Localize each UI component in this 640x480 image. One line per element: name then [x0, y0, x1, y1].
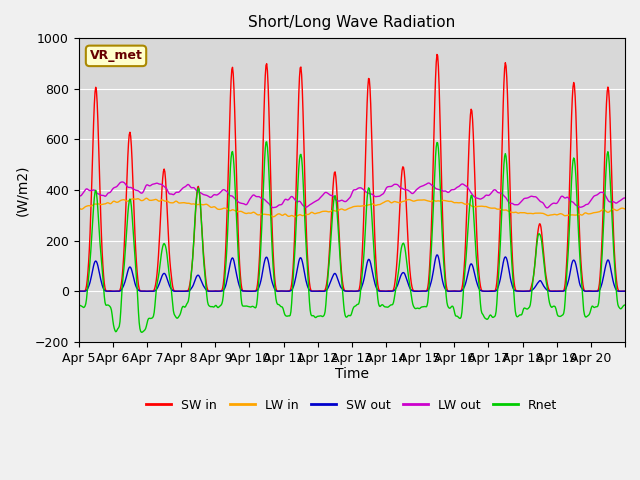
SW in: [266, 160, 274, 166]
LW in: [440, 198, 448, 204]
Rnet: [138, 329, 146, 335]
SW out: [266, 270, 274, 276]
Rnet: [289, 289, 296, 295]
SW out: [287, 288, 295, 293]
SW in: [408, 284, 416, 290]
LW out: [75, 192, 83, 198]
Line: SW in: SW in: [79, 54, 625, 291]
LW in: [269, 214, 277, 220]
Rnet: [263, 139, 271, 144]
LW out: [118, 179, 126, 185]
SW out: [239, 288, 247, 294]
SW in: [75, 288, 83, 294]
Line: Rnet: Rnet: [79, 142, 625, 332]
SW out: [440, 284, 448, 289]
Line: LW out: LW out: [79, 182, 625, 208]
Rnet: [75, 302, 83, 308]
Text: VR_met: VR_met: [90, 49, 143, 62]
LW out: [240, 201, 248, 207]
LW out: [543, 205, 551, 211]
SW out: [139, 288, 147, 294]
Line: LW in: LW in: [79, 198, 625, 217]
LW out: [440, 188, 447, 194]
SW out: [413, 288, 421, 294]
Rnet: [410, 303, 417, 309]
SW out: [408, 288, 416, 293]
SW out: [621, 288, 629, 294]
LW in: [143, 195, 150, 201]
LW in: [75, 205, 83, 211]
SW out: [75, 288, 83, 294]
LW out: [288, 193, 296, 199]
LW in: [289, 213, 296, 218]
LW in: [240, 210, 248, 216]
LW in: [267, 213, 275, 219]
LW in: [621, 206, 629, 212]
LW in: [410, 198, 417, 204]
SW in: [621, 288, 629, 294]
Rnet: [240, 303, 248, 309]
X-axis label: Time: Time: [335, 367, 369, 382]
SW in: [483, 288, 491, 294]
Rnet: [621, 302, 629, 308]
LW in: [139, 198, 147, 204]
SW out: [433, 252, 441, 258]
LW out: [140, 189, 147, 194]
SW in: [287, 286, 295, 291]
LW out: [267, 204, 275, 209]
Y-axis label: (W/m2): (W/m2): [15, 164, 29, 216]
SW in: [139, 288, 147, 294]
Rnet: [440, 265, 448, 271]
LW out: [409, 191, 417, 196]
SW in: [433, 51, 441, 57]
LW out: [621, 195, 629, 201]
Line: SW out: SW out: [79, 255, 625, 291]
Title: Short/Long Wave Radiation: Short/Long Wave Radiation: [248, 15, 456, 30]
Legend: SW in, LW in, SW out, LW out, Rnet: SW in, LW in, SW out, LW out, Rnet: [141, 394, 563, 417]
Rnet: [268, 236, 276, 242]
SW in: [239, 288, 247, 294]
SW in: [440, 236, 447, 242]
Rnet: [140, 328, 147, 334]
